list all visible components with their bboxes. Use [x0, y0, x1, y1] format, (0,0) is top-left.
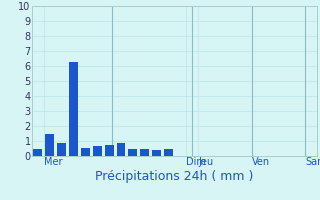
Bar: [116, 142, 125, 156]
Bar: [105, 145, 114, 156]
Bar: [34, 148, 42, 156]
Bar: [57, 142, 66, 156]
Bar: [164, 149, 173, 156]
Bar: [45, 134, 54, 156]
Bar: [128, 148, 137, 156]
Bar: [140, 148, 149, 156]
Bar: [93, 146, 102, 156]
Bar: [69, 62, 78, 156]
Bar: [152, 150, 161, 156]
Bar: [81, 148, 90, 156]
X-axis label: Précipitations 24h ( mm ): Précipitations 24h ( mm ): [95, 170, 253, 183]
